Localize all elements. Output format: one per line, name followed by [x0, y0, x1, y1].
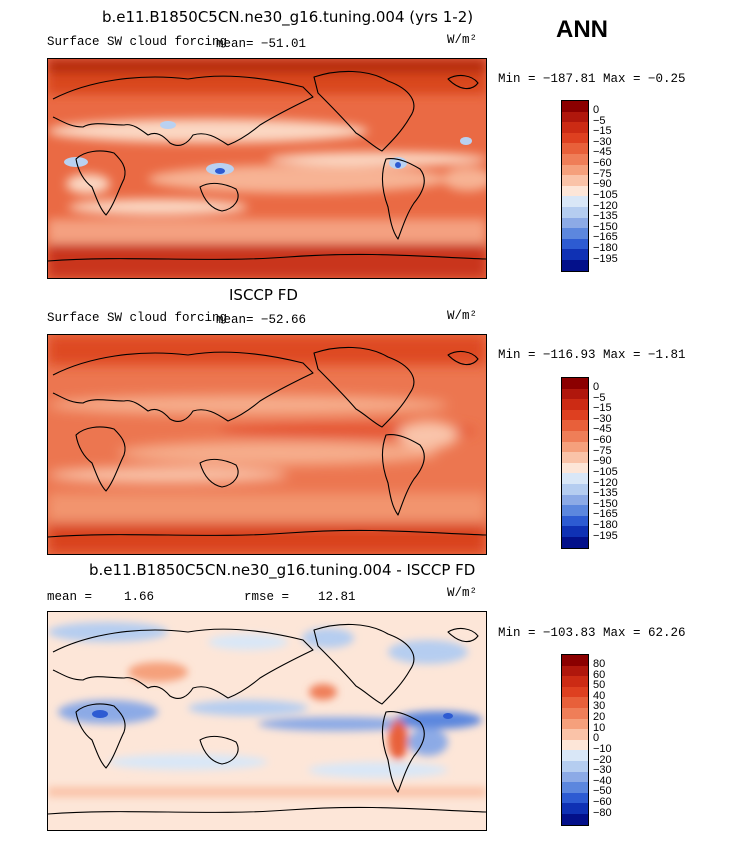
colorbar-tick: 40 [593, 690, 606, 702]
colorbar-tick: 0 [593, 732, 600, 744]
colorbar-tick: −50 [593, 785, 612, 797]
colorbar-tick: −10 [593, 743, 612, 755]
colorbar-tick: −30 [593, 136, 612, 148]
colorbar-tick: −20 [593, 754, 612, 766]
colorbar-tick: −75 [593, 168, 612, 180]
colorbar-tick: −150 [593, 498, 618, 510]
panel1-mean: mean= −51.01 [216, 37, 307, 51]
colorbar-tick: −180 [593, 519, 618, 531]
colorbar-tick: −105 [593, 466, 618, 478]
colorbar-tick: −30 [593, 764, 612, 776]
colorbar-tick: −80 [593, 807, 612, 819]
panel3-minmax: Min = −103.83 Max = 62.26 [498, 626, 686, 640]
panel1-colorbar [561, 100, 589, 272]
colorbar-tick: −90 [593, 455, 612, 467]
colorbar-tick: −45 [593, 146, 612, 158]
panel2-minmax: Min = −116.93 Max = −1.81 [498, 348, 686, 362]
colorbar-tick: −105 [593, 189, 618, 201]
panel1-title: b.e11.B1850C5CN.ne30_g16.tuning.004 (yrs… [102, 8, 474, 26]
colorbar-tick: 0 [593, 381, 600, 393]
panel3-rmse-label: rmse = [244, 590, 290, 604]
panel2-mean: mean= −52.66 [216, 313, 307, 327]
panel2-colorbar [561, 377, 589, 549]
colorbar-tick: −60 [593, 434, 612, 446]
colorbar-tick: 50 [593, 679, 606, 691]
colorbar-tick: −75 [593, 445, 612, 457]
colorbar-tick: −195 [593, 530, 618, 542]
colorbar-tick: −90 [593, 178, 612, 190]
panel2-map [47, 334, 487, 555]
panel3-units: W/m² [447, 586, 478, 600]
colorbar-tick: −15 [593, 402, 612, 414]
colorbar-tick: −5 [593, 392, 606, 404]
colorbar-tick: −195 [593, 253, 618, 265]
panel3-colorbar [561, 654, 589, 826]
colorbar-tick: −30 [593, 413, 612, 425]
colorbar-tick: 10 [593, 722, 606, 734]
colorbar-tick: 0 [593, 104, 600, 116]
colorbar-tick: −135 [593, 210, 618, 222]
panel1-units: W/m² [447, 33, 478, 47]
panel1-minmax: Min = −187.81 Max = −0.25 [498, 72, 686, 86]
panel3-mean-label: mean = [47, 590, 93, 604]
colorbar-tick: −60 [593, 157, 612, 169]
panel3-title: b.e11.B1850C5CN.ne30_g16.tuning.004 - IS… [89, 561, 476, 579]
colorbar-tick: 80 [593, 658, 606, 670]
colorbar-tick: −135 [593, 487, 618, 499]
panel3-map [47, 611, 487, 831]
colorbar-tick: −5 [593, 115, 606, 127]
colorbar-tick: −60 [593, 796, 612, 808]
panel3-rmse-value: 12.81 [318, 590, 356, 604]
panel1-map [47, 58, 487, 279]
colorbar-tick: 30 [593, 700, 606, 712]
colorbar-tick: −120 [593, 200, 618, 212]
season-label: ANN [556, 16, 608, 43]
panel1-field-name: Surface SW cloud forcing [47, 35, 228, 49]
colorbar-tick: −40 [593, 775, 612, 787]
colorbar-tick: −15 [593, 125, 612, 137]
colorbar-tick: −150 [593, 221, 618, 233]
colorbar-tick: −45 [593, 423, 612, 435]
panel3-mean-value: 1.66 [124, 590, 155, 604]
panel2-title: ISCCP FD [229, 286, 298, 304]
colorbar-tick: 20 [593, 711, 606, 723]
colorbar-tick: −120 [593, 477, 618, 489]
colorbar-tick: −180 [593, 242, 618, 254]
colorbar-tick: −165 [593, 508, 618, 520]
panel2-field-name: Surface SW cloud forcing [47, 311, 228, 325]
colorbar-tick: −165 [593, 231, 618, 243]
panel2-units: W/m² [447, 309, 478, 323]
colorbar-tick: 60 [593, 669, 606, 681]
